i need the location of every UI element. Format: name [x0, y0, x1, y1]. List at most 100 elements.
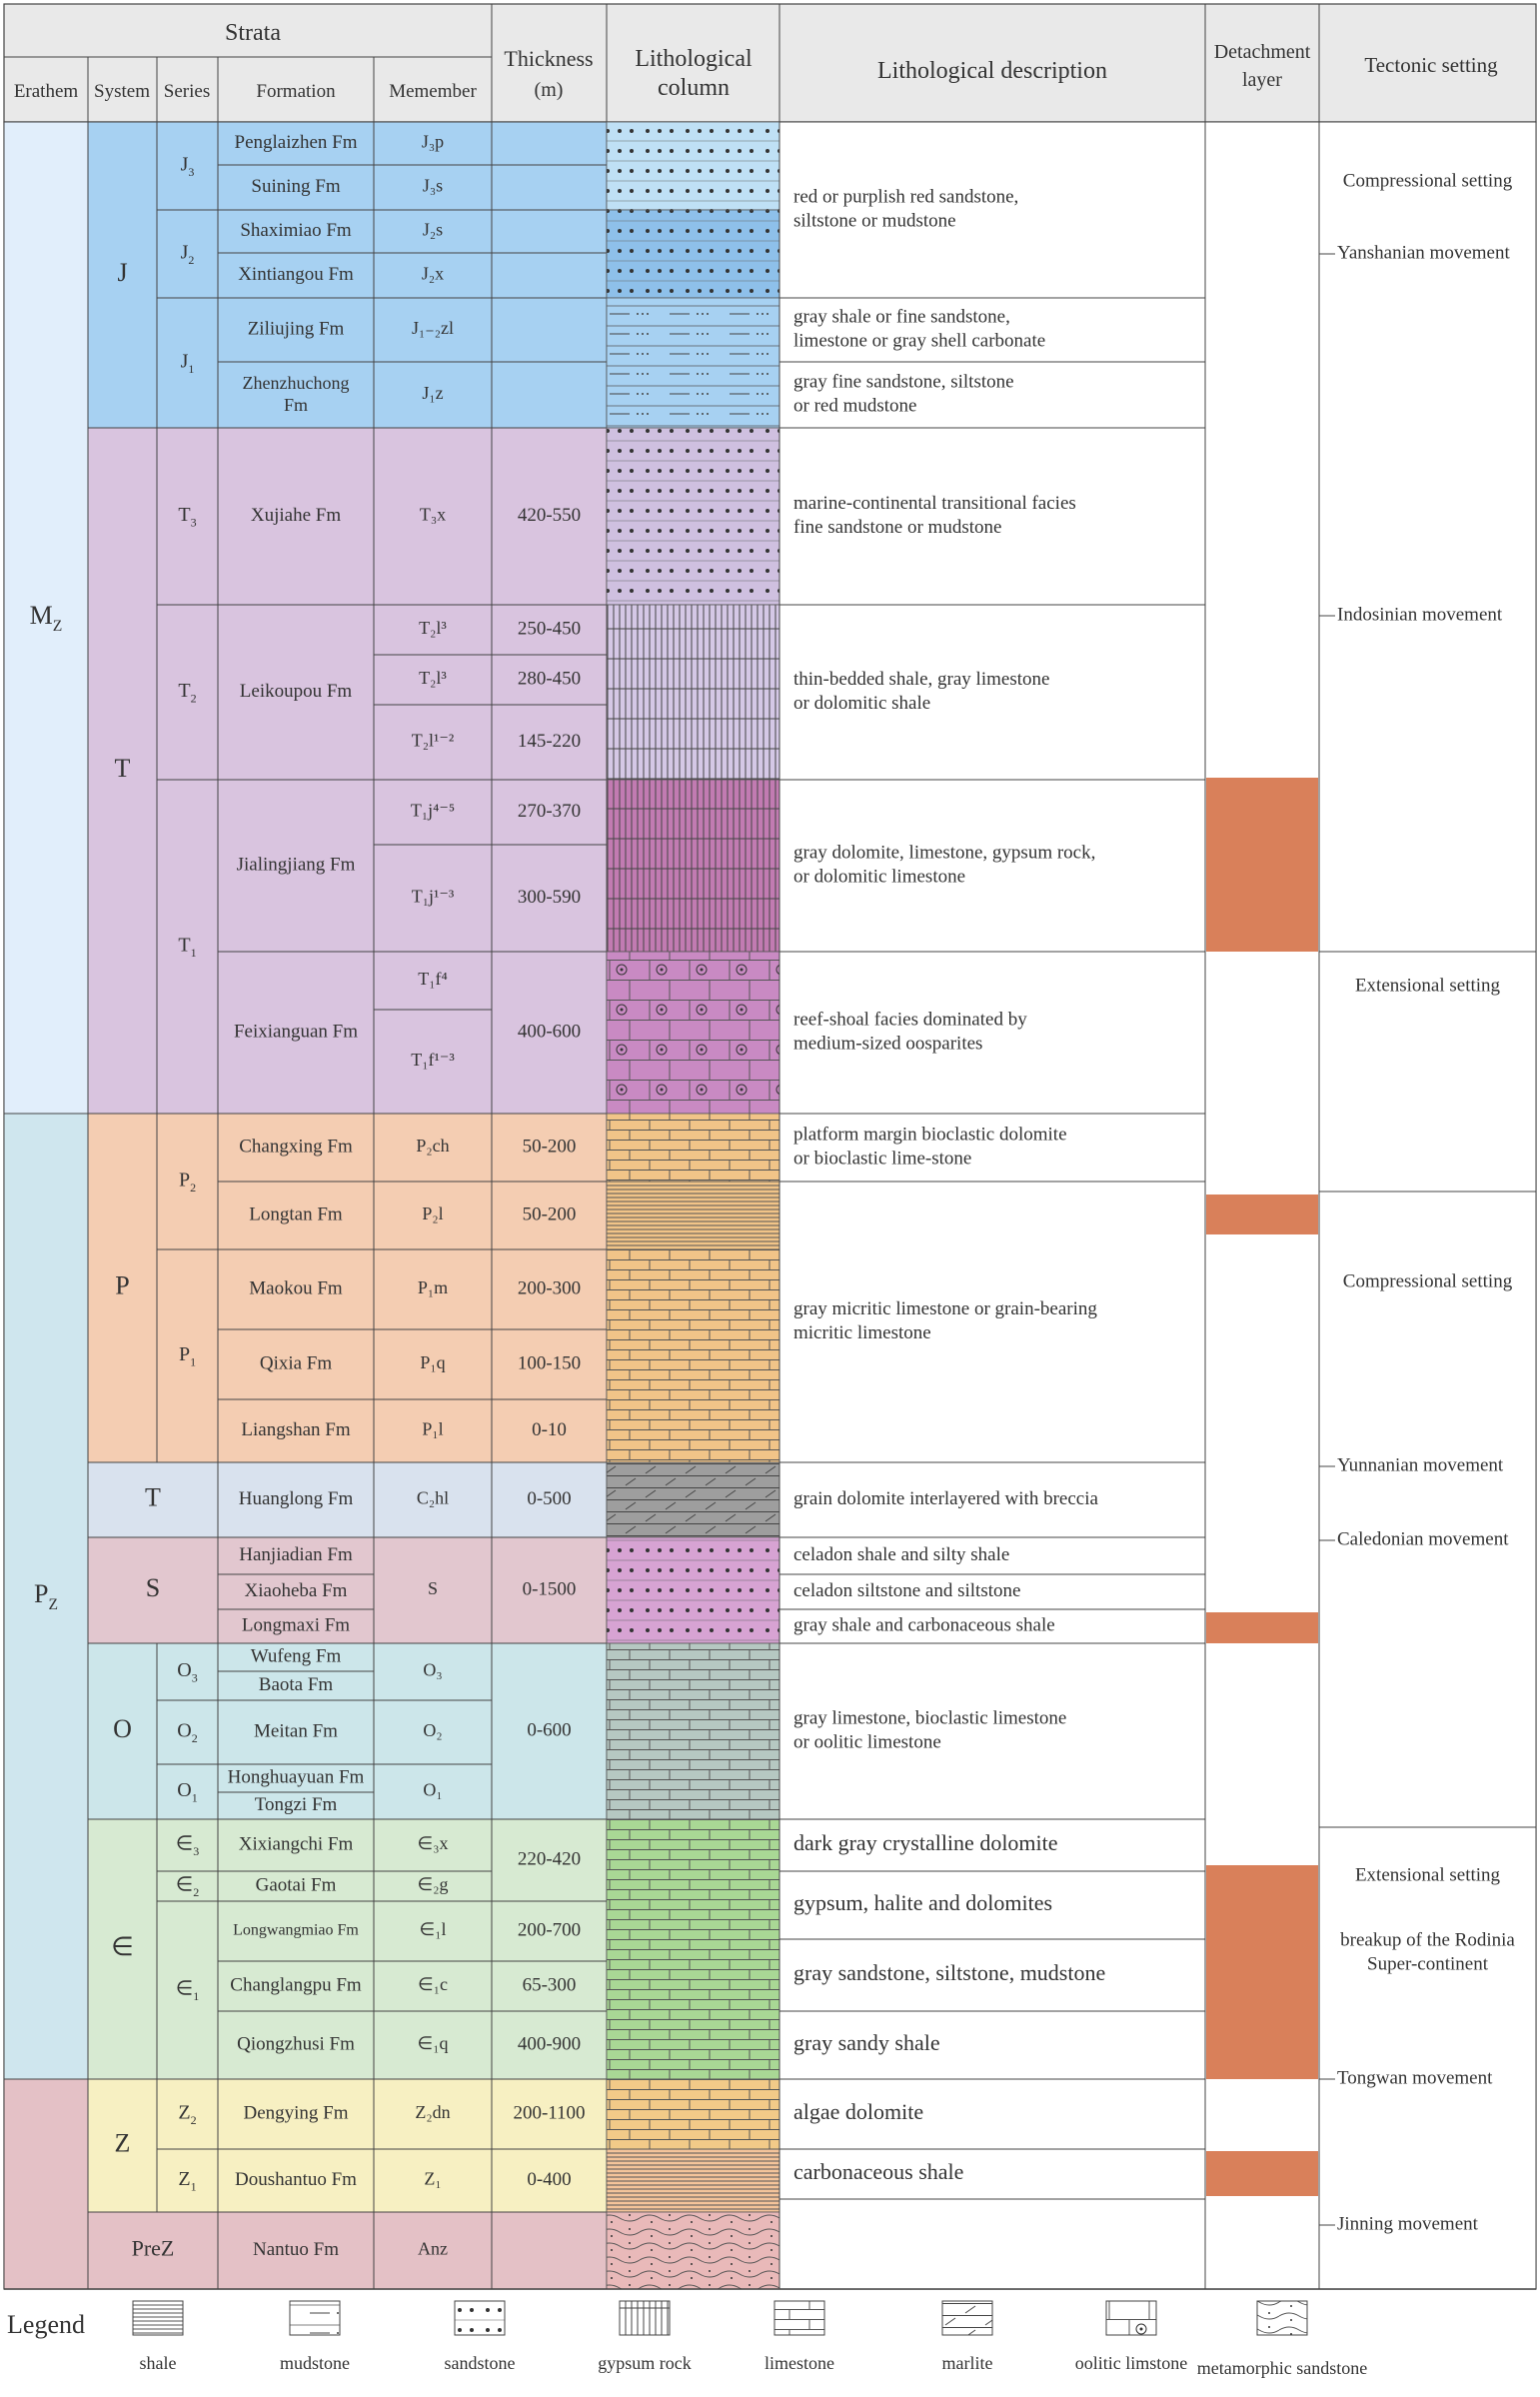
- thickness-cell-empty: [491, 164, 608, 211]
- description-text: dark gray crystalline dolomite: [793, 1830, 1058, 1855]
- lithology-pattern-sandstone: [606, 121, 780, 211]
- member-label: T₂l¹⁻²: [412, 731, 455, 751]
- formation-cell: [217, 779, 375, 953]
- system-label: PreZ: [132, 2236, 175, 2261]
- legend-pattern-metamorphic: [1256, 2300, 1308, 2336]
- description-cell: [778, 2148, 1206, 2200]
- thickness-value: 0-400: [527, 2169, 571, 2190]
- description-text: thin-bedded shale, gray limestone: [793, 669, 1049, 690]
- thickness-cell: [491, 844, 608, 953]
- formation-label: Ziliujing Fm: [248, 318, 345, 339]
- formation-cell: [217, 1248, 375, 1330]
- description-cell: [778, 604, 1206, 781]
- member-label: J₂s: [423, 220, 443, 240]
- table-body: MZPZJTPCSO∈ZPreZJ3J2J1T3T2T1P2P1O3O2O1∈3…: [3, 121, 1537, 2290]
- thickness-cell-empty: [491, 121, 608, 166]
- description-text: or dolomitic shale: [793, 693, 930, 714]
- formation-cell: [217, 164, 375, 211]
- series-label-sub: 3: [192, 1670, 198, 1684]
- member-cell: [373, 121, 493, 166]
- table-header: Strata Erathem System Series Formation M…: [3, 3, 1537, 123]
- formation-label: Longmaxi Fm: [242, 1614, 350, 1635]
- system-label: O: [113, 1714, 132, 1743]
- tectonic-setting: Super-continent: [1367, 1953, 1489, 1974]
- formation-label: Doushantuo Fm: [235, 2169, 357, 2190]
- thickness-value: 400-900: [518, 2033, 581, 2054]
- legend: Legend shale mudstone sandstone gypsum rock l…: [4, 2288, 1536, 2378]
- series-label-sub: 3: [188, 165, 194, 179]
- formation-cell: [217, 297, 375, 363]
- thickness-cell: [491, 1248, 608, 1330]
- description-cell: [778, 1181, 1206, 1463]
- formation-label: Xixiangchi Fm: [239, 1833, 354, 1854]
- system-label: Z: [115, 2128, 131, 2157]
- member-label: P₁l: [422, 1419, 443, 1439]
- tectonic-setting: Compressional setting: [1343, 1270, 1513, 1291]
- formation-label: Gaotai Fm: [256, 1874, 337, 1895]
- legend-label: oolitic limstone: [1075, 2353, 1188, 2373]
- formation-cell: [217, 427, 375, 606]
- description-cell: [778, 297, 1206, 363]
- member-label: ∈₂g: [418, 1874, 449, 1894]
- series-cell: [156, 1870, 219, 1902]
- thickness-cell: [491, 2078, 608, 2150]
- member-label: T₂l³: [419, 618, 447, 638]
- description-text: gray shale or fine sandstone,: [793, 306, 1010, 327]
- system-label: ∈: [111, 1932, 134, 1961]
- member-label: Z₂dn: [415, 2102, 450, 2122]
- legend-pattern-sandstone: [454, 2300, 506, 2336]
- detachment-layer: [1206, 1195, 1318, 1234]
- lithology-pattern-oolitic: [606, 951, 780, 1115]
- erathem-label-sub: Z: [53, 618, 63, 635]
- thickness-value: 270-370: [518, 801, 581, 822]
- thickness-value: 200-700: [518, 1919, 581, 1940]
- thickness-value: 145-220: [518, 731, 581, 752]
- movement-label: Yunnanian movement: [1337, 1454, 1504, 1475]
- tectonic-setting: breakup of the Rodinia: [1340, 1929, 1515, 1950]
- tectonic-setting: Compressional setting: [1343, 170, 1513, 191]
- description-cell: [778, 1642, 1206, 1820]
- lithology-pattern-gypsum: [606, 604, 780, 781]
- header-system: System: [94, 81, 150, 102]
- legend-pattern-gypsum: [619, 2300, 671, 2336]
- system-cell: [87, 2078, 158, 2213]
- description-cell: [778, 779, 1206, 953]
- member-label: J₁z: [422, 383, 443, 403]
- thickness-value: 0-10: [532, 1419, 567, 1440]
- series-label-sub: 2: [191, 691, 197, 705]
- formation-label: Maokou Fm: [249, 1277, 343, 1298]
- thickness-cell: [491, 1536, 608, 1644]
- member-cell: [373, 2010, 493, 2080]
- description-text: gypsum, halite and dolomites: [793, 1890, 1052, 1915]
- series-label-sub: 1: [190, 1354, 196, 1368]
- series-cell: [156, 779, 219, 1115]
- system-merged-cell: [87, 2211, 219, 2290]
- description-text: or oolitic limestone: [793, 1731, 941, 1752]
- header-column-2: column: [658, 75, 730, 101]
- series-cell: [156, 2078, 219, 2150]
- description-text: gray dolomite, limestone, gypsum rock,: [793, 842, 1095, 863]
- series-label-sub: 3: [191, 515, 197, 529]
- thickness-cell: [491, 1398, 608, 1463]
- description-text: medium-sized oosparites: [793, 1033, 982, 1054]
- tectonic-column: [1318, 121, 1537, 2290]
- series-cell: [156, 1900, 219, 2080]
- member-cell: [373, 704, 493, 781]
- thickness-value: 100-150: [518, 1352, 581, 1373]
- member-label: P₁q: [420, 1352, 445, 1372]
- member-label: O₃: [423, 1660, 442, 1680]
- member-label: T₂l³: [419, 668, 447, 688]
- lithology-pattern-sandstone: [606, 1536, 780, 1644]
- header-strata: Strata: [225, 20, 281, 46]
- movement-label: Yanshanian movement: [1337, 242, 1510, 263]
- lithology-pattern-limestone: [606, 1113, 780, 1183]
- thickness-value: 200-300: [518, 1277, 581, 1298]
- series-cell: [156, 604, 219, 781]
- member-cell: [373, 1536, 493, 1644]
- thickness-cell-empty: [491, 361, 608, 429]
- member-cell: [373, 844, 493, 953]
- legend-pattern-marlite: [941, 2300, 993, 2336]
- formation-label: Xujiahe Fm: [251, 505, 341, 526]
- description-text: limestone or gray shell carbonate: [793, 330, 1045, 351]
